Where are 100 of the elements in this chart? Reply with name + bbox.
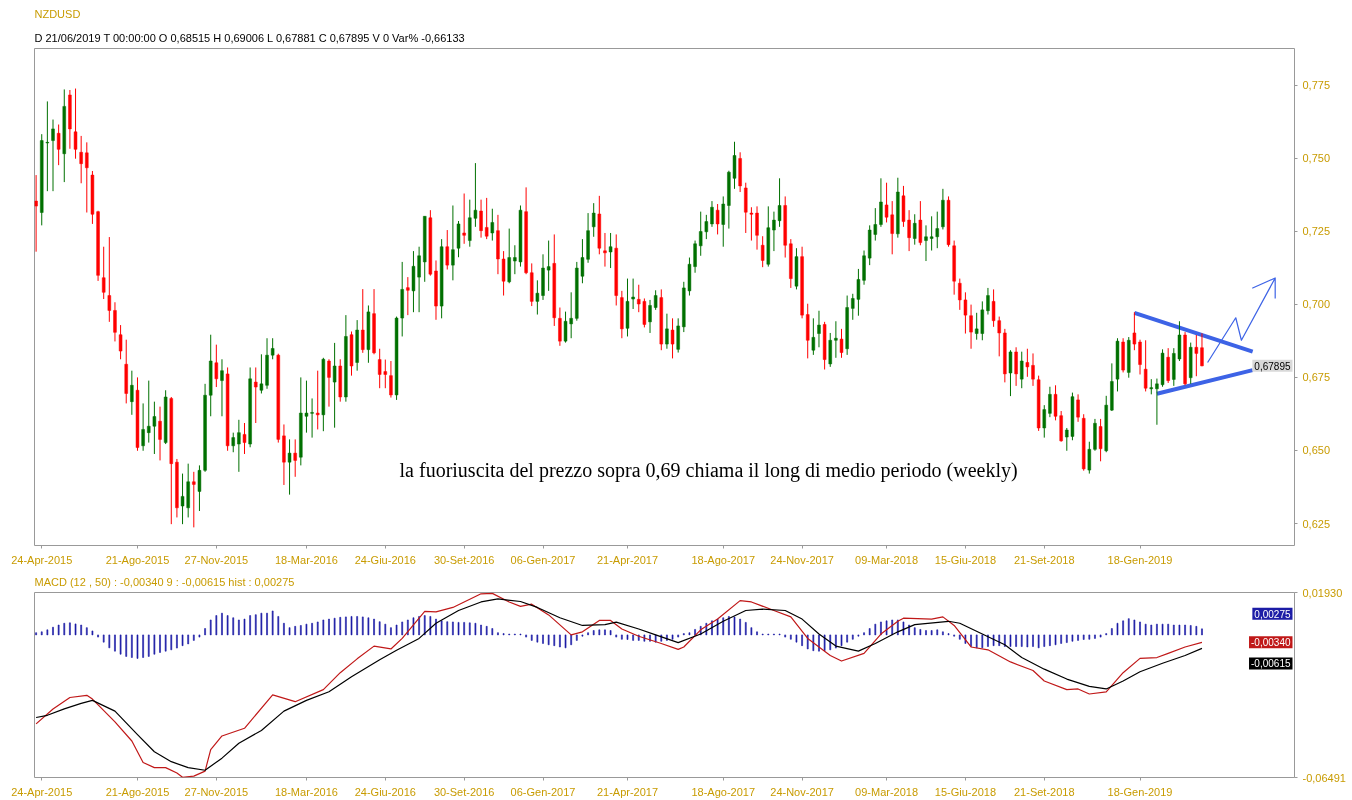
candlestick [389, 360, 393, 399]
x-tick-label: 21-Set-2018 [1014, 785, 1075, 798]
candlestick [34, 174, 38, 253]
candlestick [451, 204, 455, 281]
candlestick [749, 206, 754, 242]
candlestick [535, 279, 540, 316]
candlestick [141, 402, 145, 452]
candlestick [986, 287, 990, 316]
candlestick [929, 215, 934, 252]
candlestick [490, 208, 495, 242]
x-tick-label: 18-Ago-2017 [691, 785, 756, 798]
candlestick [231, 432, 235, 453]
candlestick [152, 401, 157, 455]
annotation: 0,67895 [1254, 360, 1291, 372]
y-tick-label: 0,650 [1302, 444, 1331, 457]
x-tick-label: 24-Giu-2016 [354, 785, 416, 798]
x-tick-label: 24-Giu-2016 [354, 553, 416, 566]
candlestick [608, 232, 613, 269]
candlestick [293, 438, 297, 478]
candlestick [147, 380, 151, 444]
candlestick [958, 278, 962, 311]
x-tick-label: 09-Mar-2018 [855, 785, 919, 798]
x-tick-label: 21-Apr-2017 [596, 785, 659, 798]
candlestick [287, 438, 292, 496]
x-tick-label: 15-Giu-2018 [934, 553, 996, 566]
candlestick [237, 419, 241, 473]
candlestick [1048, 386, 1052, 418]
candlestick [558, 307, 562, 347]
y-tick-label: 0,725 [1302, 225, 1331, 238]
candlestick [1020, 351, 1024, 389]
candlestick [879, 177, 883, 228]
candlestick [220, 358, 224, 417]
x-tick-label: 21-Set-2018 [1014, 553, 1075, 566]
candlestick [445, 229, 449, 271]
candlestick [332, 342, 337, 429]
x-tick-label: 18-Mar-2016 [274, 553, 338, 566]
annotation: -0,00340 [1251, 637, 1291, 649]
candlestick [755, 205, 759, 251]
chart-title: MACD (12 , 50) : -0,00340 9 : -0,00615 hist : 0,00275 [34, 575, 295, 588]
candlestick [214, 344, 219, 388]
y-tick-label: 0,01930 [1302, 586, 1343, 599]
candlestick [118, 324, 123, 360]
candlestick [653, 289, 658, 311]
candlestick [56, 124, 61, 166]
x-tick-label: 18-Gen-2019 [1107, 553, 1173, 566]
candlestick [817, 310, 821, 348]
x-tick-label: 24-Nov-2017 [770, 785, 834, 798]
y-tick-label: 0,625 [1302, 517, 1331, 530]
candlestick [79, 135, 83, 184]
candlestick [592, 202, 596, 238]
candlestick [1042, 404, 1046, 439]
candlestick [1014, 346, 1018, 387]
candlestick [1025, 348, 1030, 378]
y-tick-label: 0,700 [1302, 298, 1331, 311]
candlestick [665, 313, 669, 350]
candlestick [107, 236, 112, 323]
chart-subtitle: D 21/06/2019 T 00:00:00 O 0,68515 H 0,69006 L 0,67881 C 0,67895 V 0 Var% -0,66133 [34, 31, 465, 44]
candlestick [834, 320, 838, 359]
candlestick [479, 199, 483, 239]
x-tick-label: 27-Nov-2015 [184, 785, 249, 798]
candlestick [85, 141, 89, 214]
candlestick [710, 200, 714, 228]
x-tick-label: 15-Giu-2018 [934, 785, 996, 798]
x-tick-label: 21-Ago-2015 [105, 553, 170, 566]
candlestick [1087, 441, 1092, 475]
x-tick-label: 09-Mar-2018 [855, 553, 919, 566]
candlestick [631, 278, 635, 310]
candlestick [158, 406, 162, 461]
candlestick [130, 370, 134, 416]
candlestick [721, 195, 725, 248]
annotation: la fuoriuscita del prezzo sopra 0,69 chiama il long di medio periodo (weekly) [399, 458, 1018, 482]
candlestick [935, 211, 939, 249]
candlestick [113, 301, 117, 342]
x-tick-label: 30-Set-2016 [433, 785, 495, 798]
candlestick [1098, 418, 1103, 462]
candlestick [1194, 334, 1199, 377]
candlestick [406, 276, 410, 316]
candlestick [484, 197, 489, 240]
candlestick [924, 224, 928, 262]
y-tick-label: 0,775 [1302, 79, 1331, 92]
annotation: 0,00275 [1254, 608, 1291, 620]
candlestick [1008, 349, 1013, 397]
x-tick-label: 06-Gen-2017 [510, 553, 576, 566]
x-tick-label: 21-Ago-2015 [105, 785, 170, 798]
x-tick-label: 24-Nov-2017 [770, 553, 834, 566]
y-tick-label: 0,675 [1302, 371, 1331, 384]
candlestick [969, 304, 973, 350]
x-tick-label: 18-Ago-2017 [691, 553, 756, 566]
candlestick [828, 332, 832, 368]
candlestick [1166, 347, 1170, 384]
x-tick-label: 06-Gen-2017 [510, 785, 576, 798]
candlestick [1200, 332, 1204, 367]
candlestick [1031, 352, 1035, 387]
candlestick [603, 232, 607, 268]
x-tick-label: 18-Mar-2016 [274, 785, 338, 798]
candlestick [51, 119, 55, 192]
x-tick-label: 24-Apr-2015 [11, 785, 73, 798]
candlestick [1138, 339, 1142, 375]
candlestick [811, 317, 816, 356]
candlestick [760, 235, 765, 268]
